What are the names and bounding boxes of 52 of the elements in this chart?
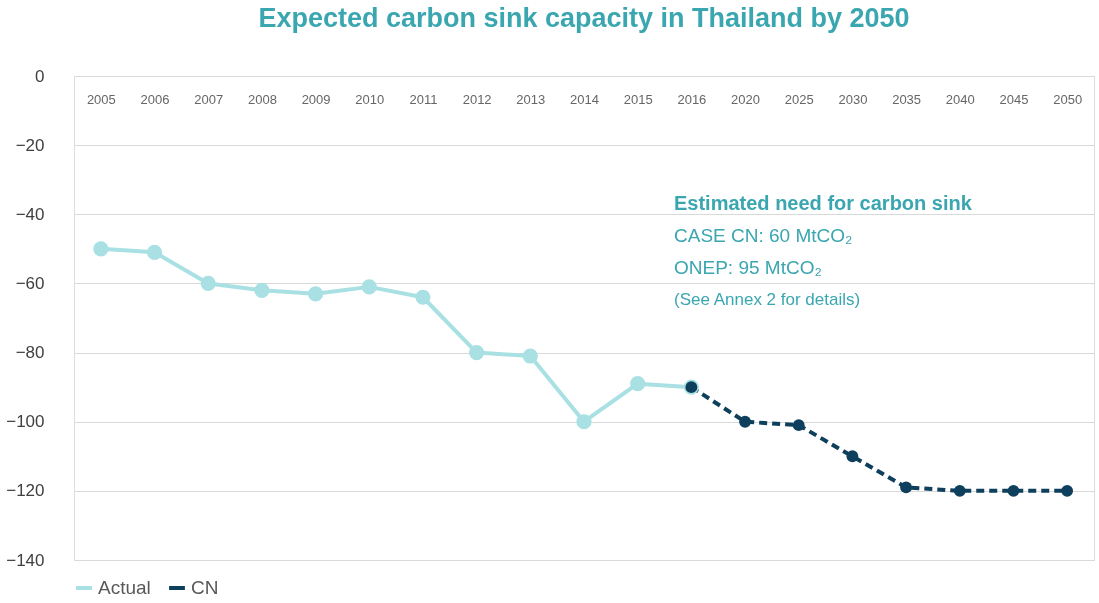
x-tick-label: 2025 [784,91,814,107]
point [953,484,966,497]
x-tick-label: 2009 [301,91,331,107]
x-tick-label: 2010 [355,91,385,107]
point [846,450,859,463]
point [576,414,592,430]
x-tick-label: 2005 [86,91,116,107]
y-tick-label: −80 [15,343,45,363]
point [361,279,377,295]
point [146,244,163,260]
legend-label: CN [191,577,219,598]
x-tick-label: 2011 [409,91,438,107]
x-tick-label: 2030 [838,91,868,107]
chart-title: Expected carbon sink capacity in Thailand by 2050 [258,3,910,33]
x-tick-label: 2006 [140,91,170,107]
y-tick-label: −20 [15,135,45,155]
x-tick-label: 2013 [516,91,546,107]
x-tick-label: 2016 [677,91,707,107]
x-tick-label: 2007 [194,91,224,107]
x-tick-label: 2015 [623,91,653,107]
point [1007,484,1020,497]
y-tick-label: −60 [15,273,45,293]
point [415,289,431,305]
point [522,348,538,364]
y-tick-label: −100 [6,412,45,432]
x-tick-label: 2020 [731,91,761,107]
annotation: ONEP: 95 MtCO₂ [674,257,822,278]
x-tick-label: 2040 [945,91,975,107]
x-tick-label: 2035 [892,91,922,107]
point [200,275,216,291]
y-tick-label: −40 [15,204,45,224]
point [900,481,913,494]
x-tick-label: 2012 [462,91,492,107]
point [739,415,751,428]
point [630,376,646,392]
x-tick-label: 2050 [1053,91,1083,107]
point [308,286,324,302]
annotation: (See Annex 2 for details) [674,290,861,309]
annotation: CASE CN: 60 MtCO₂ [674,225,853,246]
point [469,345,485,361]
point [254,282,270,298]
legend-label: Actual [98,577,151,598]
point [792,419,805,432]
x-tick-label: 2045 [999,91,1029,107]
annotation: Estimated need for carbon sink [674,192,973,214]
y-tick-label: −120 [6,481,45,501]
point [1061,484,1074,497]
y-tick-label: −140 [6,550,45,570]
x-tick-label: 2014 [570,91,599,107]
point [93,241,109,257]
y-tick-label: 0 [35,66,45,86]
x-tick-label: 2008 [247,91,277,107]
